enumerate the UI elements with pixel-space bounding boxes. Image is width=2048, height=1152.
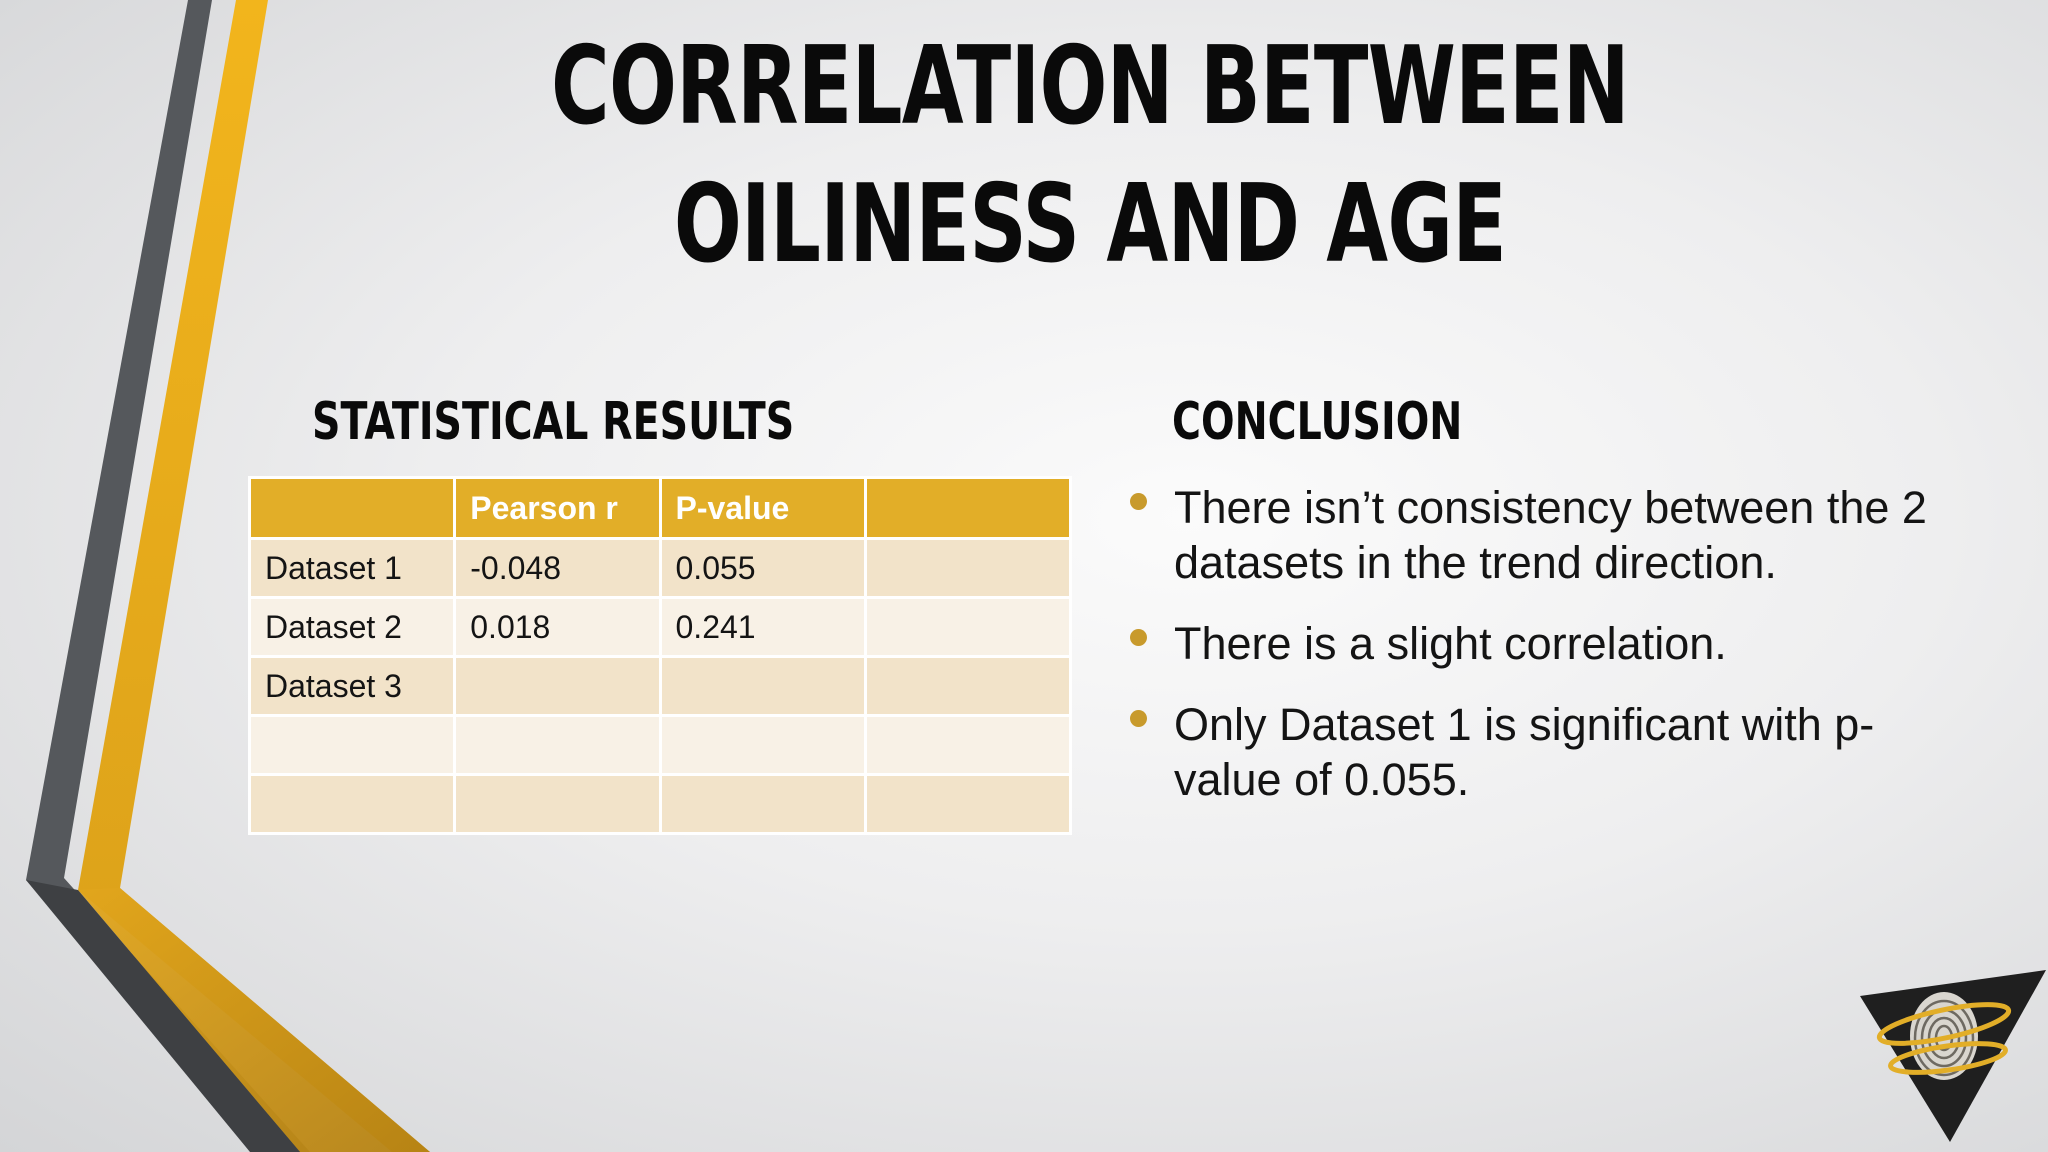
conclusion-bullet: There is a slight correlation. bbox=[1128, 616, 1948, 671]
table-cell bbox=[453, 773, 662, 835]
table-cell bbox=[863, 714, 1073, 776]
conclusion-bullet: There isn’t consistency between the 2 da… bbox=[1128, 480, 1948, 590]
header-cell-pearson: Pearson r bbox=[453, 476, 662, 540]
slide-title: CORRELATION BETWEEN OILINESS AND AGE bbox=[551, 24, 1630, 287]
table-row: Dataset 3 bbox=[247, 655, 1073, 717]
table-cell bbox=[658, 773, 867, 835]
table-header-row: Pearson r P-value bbox=[247, 476, 1073, 540]
table-cell: Dataset 2 bbox=[247, 596, 457, 658]
header-cell-extra bbox=[863, 476, 1073, 540]
header-cell-pvalue: P-value bbox=[658, 476, 867, 540]
table-row bbox=[247, 714, 1073, 776]
table-cell bbox=[247, 714, 457, 776]
fingerprint-triangle-logo-icon bbox=[1860, 970, 2046, 1142]
table-row: Dataset 2 0.018 0.241 bbox=[247, 596, 1073, 658]
results-table: Pearson r P-value Dataset 1 -0.048 0.055… bbox=[247, 476, 1073, 835]
table-cell: 0.018 bbox=[453, 596, 662, 658]
table-cell: 0.055 bbox=[658, 537, 867, 599]
table-cell bbox=[658, 655, 867, 717]
table-row: Dataset 1 -0.048 0.055 bbox=[247, 537, 1073, 599]
table-cell bbox=[863, 537, 1073, 599]
table-cell bbox=[863, 773, 1073, 835]
table-cell bbox=[453, 714, 662, 776]
table-cell: -0.048 bbox=[453, 537, 662, 599]
conclusion-list: There isn’t consistency between the 2 da… bbox=[1128, 480, 1948, 833]
table-cell: 0.241 bbox=[658, 596, 867, 658]
table-cell bbox=[863, 655, 1073, 717]
table-cell: Dataset 1 bbox=[247, 537, 457, 599]
table-cell bbox=[863, 596, 1073, 658]
table-cell: Dataset 3 bbox=[247, 655, 457, 717]
table-cell bbox=[453, 655, 662, 717]
conclusion-bullet: Only Dataset 1 is significant with p-val… bbox=[1128, 697, 1948, 807]
table-cell bbox=[247, 773, 457, 835]
conclusion-heading: CONCLUSION bbox=[1172, 392, 1463, 452]
header-cell-blank bbox=[247, 476, 457, 540]
table-cell bbox=[658, 714, 867, 776]
statistical-results-heading: STATISTICAL RESULTS bbox=[312, 392, 795, 452]
table-row bbox=[247, 773, 1073, 835]
